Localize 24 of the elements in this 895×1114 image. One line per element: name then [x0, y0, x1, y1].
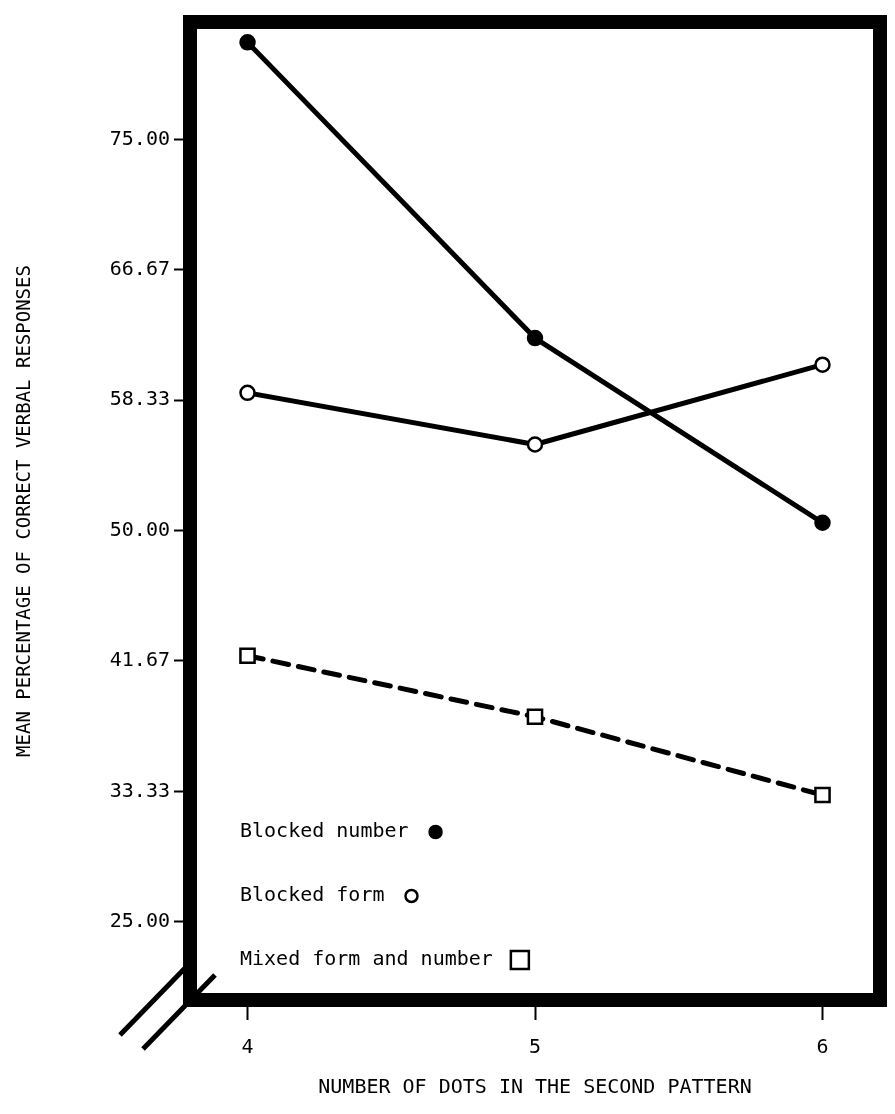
- point: [526, 436, 544, 453]
- y-tick-label: 58.33: [109, 386, 170, 411]
- y-tick-label: 25.00: [109, 907, 170, 932]
- legend-label: Blocked form: [240, 882, 385, 907]
- y-tick-label: 66.67: [109, 255, 170, 280]
- y-tick-label: 33.33: [109, 777, 170, 802]
- point: [526, 329, 544, 347]
- point: [239, 647, 256, 665]
- point: [814, 786, 831, 804]
- x-axis-title: NUMBER OF DOTS IN THE SECOND PATTERN: [318, 1074, 752, 1099]
- x-tick-label: 4: [241, 1034, 254, 1059]
- point: [526, 708, 544, 726]
- point: [814, 514, 831, 531]
- x-tick-label: 5: [528, 1034, 542, 1059]
- point: [239, 34, 256, 51]
- point: [814, 356, 831, 373]
- x-tick-label: 6: [816, 1034, 829, 1059]
- y-tick-label: 75.00: [109, 125, 170, 150]
- y-tick-label: 41.67: [109, 647, 170, 672]
- legend-label: Mixed form and number: [240, 946, 493, 971]
- y-axis-title: MEAN PERCENTAGE OF CORRECT VERBAL RESPONSES: [12, 265, 35, 757]
- y-tick-label: 50.00: [109, 516, 170, 541]
- legend-label: Blocked number: [240, 818, 409, 843]
- point: [239, 384, 256, 402]
